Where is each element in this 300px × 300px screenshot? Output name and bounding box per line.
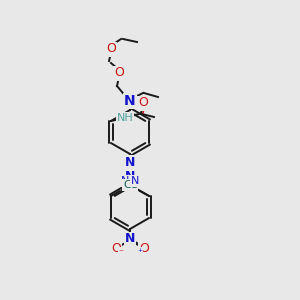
Text: N: N (131, 176, 139, 186)
Text: N: N (121, 176, 129, 186)
Text: O: O (114, 67, 124, 80)
Text: N: N (125, 170, 135, 184)
Text: C: C (129, 180, 137, 190)
Text: N: N (124, 94, 136, 108)
Text: N: N (125, 155, 135, 169)
Text: O: O (139, 242, 149, 254)
Text: O: O (106, 43, 116, 56)
Text: N: N (125, 232, 135, 245)
Text: ⁺: ⁺ (137, 248, 142, 258)
Text: C: C (123, 180, 131, 190)
Text: O: O (111, 242, 121, 254)
Text: O: O (138, 97, 148, 110)
Text: NH: NH (117, 113, 133, 123)
Text: ⁻: ⁻ (118, 248, 124, 258)
